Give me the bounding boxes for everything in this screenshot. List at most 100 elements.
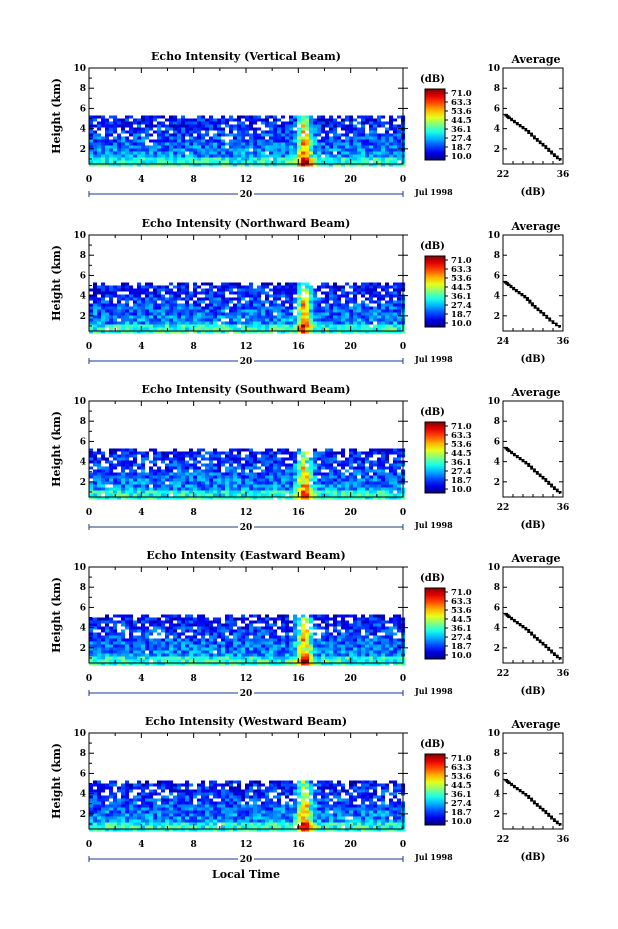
- x-tick-label: 4: [138, 175, 144, 185]
- heatmap-cell: [325, 454, 329, 458]
- heatmap-cell: [329, 656, 333, 660]
- heatmap-cell: [93, 163, 97, 167]
- heatmap-cell: [105, 303, 109, 307]
- heatmap-cell: [297, 115, 301, 119]
- heatmap-cell: [369, 121, 373, 125]
- heatmap-cell: [309, 303, 313, 307]
- heatmap-cell: [241, 163, 245, 167]
- heatmap-cell: [149, 282, 153, 286]
- heatmap-cell: [121, 136, 125, 140]
- heatmap-cell: [205, 163, 209, 167]
- heatmap-cell: [245, 460, 249, 464]
- heatmap-cell: [225, 656, 229, 660]
- heatmap-cell: [133, 647, 137, 651]
- heatmap-cell: [313, 327, 317, 331]
- heatmap-cell: [329, 124, 333, 128]
- heatmap-cell: [209, 139, 213, 143]
- heatmap-cell: [281, 626, 285, 630]
- heatmap-cell: [165, 644, 169, 648]
- heatmap-cell: [117, 662, 121, 666]
- heatmap-cell: [229, 478, 233, 482]
- heatmap-cell: [293, 623, 297, 627]
- panel-4: Echo Intensity (Eastward Beam)Height (km…: [50, 549, 569, 699]
- heatmap-cell: [397, 327, 401, 331]
- day-label: 20: [240, 523, 253, 533]
- heatmap-cell: [337, 321, 341, 325]
- heatmap-cell: [393, 133, 397, 137]
- heatmap-cell: [113, 626, 117, 630]
- heatmap-cell: [313, 448, 317, 452]
- heatmap-cell: [217, 469, 221, 473]
- heatmap-cell: [241, 614, 245, 618]
- heatmap-cell: [105, 127, 109, 131]
- heatmap-cell: [197, 656, 201, 660]
- heatmap-cell: [133, 318, 137, 322]
- heatmap-cell: [221, 641, 225, 645]
- heatmap-cell: [217, 635, 221, 639]
- heatmap-cell: [273, 148, 277, 152]
- heatmap-cell: [193, 136, 197, 140]
- heatmap-cell: [201, 127, 205, 131]
- heatmap-cell: [197, 127, 201, 131]
- heatmap-cell: [229, 318, 233, 322]
- heatmap-cell: [313, 466, 317, 470]
- heatmap-cell: [185, 638, 189, 642]
- heatmap-cell: [101, 617, 105, 621]
- heatmap-cell: [309, 127, 313, 131]
- heatmap-cell: [97, 312, 101, 316]
- heatmap-cell: [285, 151, 289, 155]
- heatmap-cell: [385, 157, 389, 161]
- heatmap-cell: [213, 151, 217, 155]
- heatmap-cell: [93, 151, 97, 155]
- heatmap-cell: [321, 163, 325, 167]
- heatmap-cell: [193, 617, 197, 621]
- heatmap-cell: [385, 457, 389, 461]
- heatmap-cell: [213, 632, 217, 636]
- average-y-tick-label: 4: [494, 458, 500, 468]
- heatmap-cell: [173, 324, 177, 328]
- heatmap-cell: [273, 659, 277, 663]
- heatmap-cell: [333, 163, 337, 167]
- heatmap-cell: [133, 324, 137, 328]
- heatmap-cell: [145, 288, 149, 292]
- heatmap-cell: [153, 124, 157, 128]
- heatmap-cell: [229, 454, 233, 458]
- heatmap-cell: [301, 623, 305, 627]
- heatmap-cell: [185, 288, 189, 292]
- heatmap-cell: [241, 321, 245, 325]
- heatmap-cell: [289, 620, 293, 624]
- heatmap-cell: [309, 294, 313, 298]
- heatmap-cell: [161, 647, 165, 651]
- heatmap-cell: [369, 496, 373, 500]
- heatmap-cell: [177, 330, 181, 334]
- heatmap-cell: [285, 647, 289, 651]
- heatmap-cell: [357, 496, 361, 500]
- heatmap-cell: [241, 121, 245, 125]
- heatmap-cell: [233, 644, 237, 648]
- heatmap-cell: [353, 282, 357, 286]
- heatmap-cell: [97, 124, 101, 128]
- average-y-tick-label: 2: [494, 312, 500, 322]
- heatmap-cell: [305, 312, 309, 316]
- heatmap-cell: [117, 303, 121, 307]
- heatmap-cell: [97, 662, 101, 666]
- heatmap-cell: [169, 315, 173, 319]
- heatmap-cell: [309, 309, 313, 313]
- heatmap-cell: [109, 629, 113, 633]
- heatmap-cell: [157, 324, 161, 328]
- heatmap-cell: [157, 139, 161, 143]
- heatmap-cell: [121, 163, 125, 167]
- heatmap-cell: [133, 478, 137, 482]
- heatmap-cell: [185, 626, 189, 630]
- heatmap-cell: [225, 160, 229, 164]
- heatmap-cell: [357, 638, 361, 642]
- heatmap-cell: [237, 632, 241, 636]
- heatmap-cell: [169, 650, 173, 654]
- heatmap-cell: [237, 306, 241, 310]
- heatmap-cell: [285, 282, 289, 286]
- heatmap-cell: [197, 626, 201, 630]
- heatmap-cell: [285, 632, 289, 636]
- heatmap-cell: [297, 662, 301, 666]
- heatmap-cell: [201, 478, 205, 482]
- heatmap-cell: [349, 124, 353, 128]
